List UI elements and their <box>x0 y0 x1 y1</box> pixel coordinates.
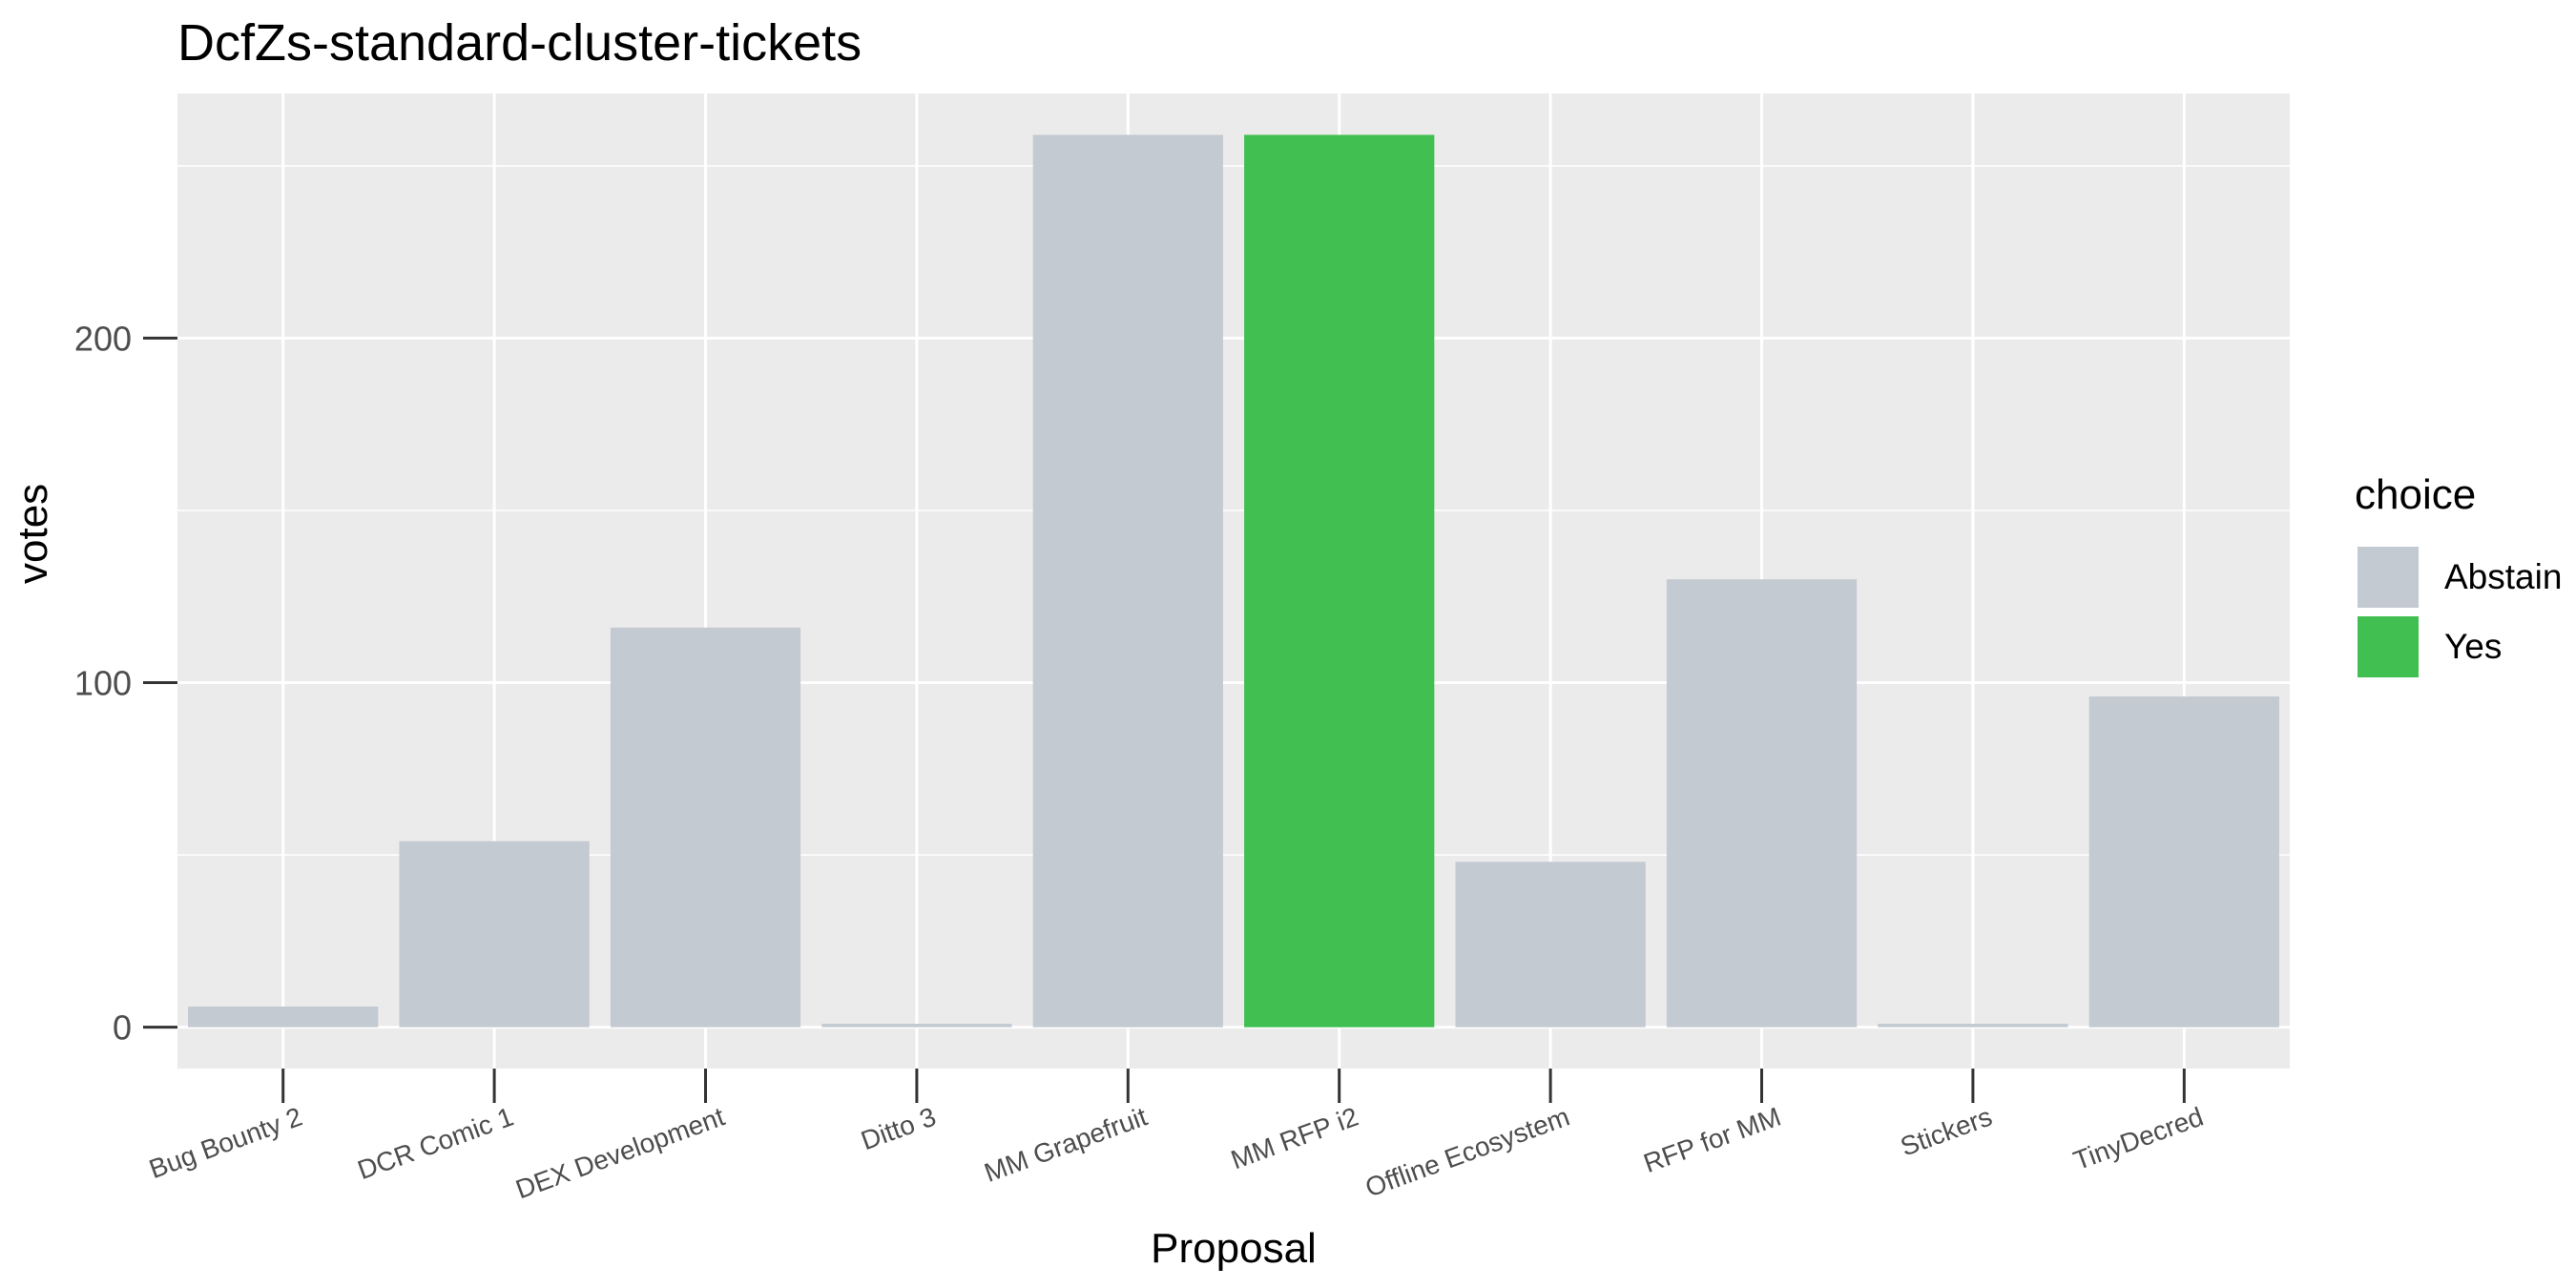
bar <box>1244 135 1435 1028</box>
x-tick-label: DEX Development <box>511 1101 728 1204</box>
x-tick-label: Offline Ecosystem <box>1361 1102 1573 1203</box>
legend-item-abstain: Abstain <box>2355 544 2562 611</box>
bar <box>821 1024 1012 1028</box>
bar <box>1878 1024 2068 1028</box>
legend-item-yes: Yes <box>2355 613 2502 680</box>
x-tick-label: TinyDecred <box>2069 1102 2207 1176</box>
x-tick-label: MM RFP i2 <box>1227 1102 1362 1175</box>
legend-swatch-abstain <box>2355 544 2421 611</box>
y-axis: 0 100 200 <box>74 319 177 1048</box>
y-tick-label: 0 <box>113 1008 132 1048</box>
legend-swatch-yes <box>2355 613 2421 680</box>
bar <box>1032 135 1223 1028</box>
x-tick-label: Bug Bounty 2 <box>145 1102 306 1185</box>
bar <box>2088 696 2279 1028</box>
y-tick-label: 100 <box>74 664 132 703</box>
chart-title: DcfZs-standard-cluster-tickets <box>177 14 862 72</box>
bar <box>188 1006 379 1028</box>
x-axis-label: Proposal <box>1151 1225 1317 1272</box>
x-tick-label: MM Grapefruit <box>981 1101 1152 1187</box>
bar <box>1666 579 1858 1028</box>
bar <box>610 627 801 1028</box>
y-axis-label: votes <box>10 483 56 584</box>
x-tick-label: DCR Comic 1 <box>354 1102 517 1186</box>
x-tick-label: RFP for MM <box>1640 1102 1785 1179</box>
legend-label-abstain: Abstain <box>2444 557 2563 596</box>
x-tick-label: Ditto 3 <box>857 1102 940 1156</box>
bar <box>399 841 590 1028</box>
x-tick-label: Stickers <box>1897 1102 1996 1162</box>
y-tick-label: 200 <box>74 319 132 358</box>
legend-title: choice <box>2355 471 2477 518</box>
bars <box>188 135 2279 1028</box>
bar <box>1455 862 1646 1028</box>
legend-label-yes: Yes <box>2444 627 2503 666</box>
